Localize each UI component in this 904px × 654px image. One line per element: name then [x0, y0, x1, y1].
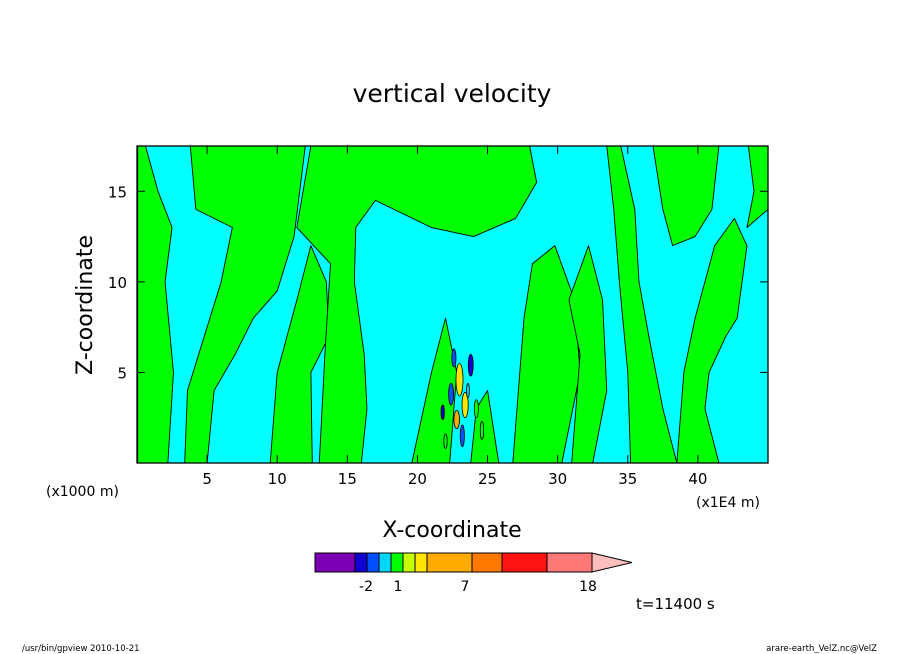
y-tick-label: 5	[117, 364, 127, 382]
convective-cell	[467, 353, 474, 377]
x-axis-label: X-coordinate	[382, 518, 521, 543]
footer-left: /usr/bin/gpview 2010-10-21	[22, 644, 140, 654]
colorbar-tick-label: 18	[579, 579, 597, 595]
contour-band	[269, 245, 330, 463]
contour-band	[652, 146, 720, 247]
colorbar-segment	[546, 552, 593, 573]
convective-cell	[461, 391, 469, 419]
y-tick-label: 15	[108, 183, 127, 201]
colorbar	[314, 552, 633, 573]
contour-band	[411, 317, 458, 463]
colorbar-segment	[471, 552, 503, 573]
x-tick-label: 35	[618, 470, 637, 488]
convective-cell	[459, 424, 465, 448]
colorbar-segment	[414, 552, 428, 573]
colorbar-arrow	[591, 552, 633, 573]
convective-cell	[479, 420, 485, 440]
time-label: t=11400 s	[636, 595, 715, 613]
colorbar-segment	[354, 552, 368, 573]
contour-band	[568, 245, 608, 463]
footer-right: arare-earth_VelZ.nc@VelZ	[766, 644, 877, 654]
colorbar-tick-label: -2	[359, 579, 373, 595]
colorbar-tick-label: 7	[461, 579, 470, 595]
colorbar-segment	[426, 552, 473, 573]
x-tick-label: 15	[338, 470, 357, 488]
convective-cell	[455, 362, 464, 397]
x-tick-label: 5	[202, 470, 212, 488]
contour-band	[606, 146, 678, 463]
colorbar-segment	[390, 552, 404, 573]
colorbar-segment	[501, 552, 548, 573]
y-tick-label: 10	[108, 274, 127, 292]
x-tick-label: 40	[688, 470, 707, 488]
convective-cell	[466, 382, 470, 399]
y-axis-label: Z-coordinate	[73, 235, 98, 375]
colorbar-segment	[314, 552, 356, 573]
x-tick-label: 10	[268, 470, 287, 488]
convective-cell	[451, 348, 457, 368]
convective-cell	[440, 404, 445, 420]
convective-cell	[443, 433, 448, 449]
colorbar-segment	[366, 552, 380, 573]
x-tick-label: 30	[548, 470, 567, 488]
plot-area	[136, 145, 769, 464]
colorbar-segment	[402, 552, 416, 573]
plot-frame	[136, 145, 769, 464]
contour-band	[746, 146, 768, 228]
chart-title: vertical velocity	[353, 79, 552, 108]
x-tick-label: 20	[408, 470, 427, 488]
contour-band	[296, 146, 538, 463]
y-unit-label: (x1000 m)	[46, 484, 119, 500]
x-unit-label: (x1E4 m)	[696, 495, 760, 511]
contour-band	[676, 218, 748, 463]
contour-band	[184, 146, 306, 463]
convective-cell	[473, 399, 479, 419]
colorbar-segment	[378, 552, 392, 573]
x-tick-label: 25	[478, 470, 497, 488]
convective-cell	[453, 410, 460, 429]
convective-cell	[448, 382, 455, 406]
colorbar-tick-label: 1	[394, 579, 403, 595]
contour-band	[137, 146, 174, 463]
contour-band	[512, 245, 581, 463]
